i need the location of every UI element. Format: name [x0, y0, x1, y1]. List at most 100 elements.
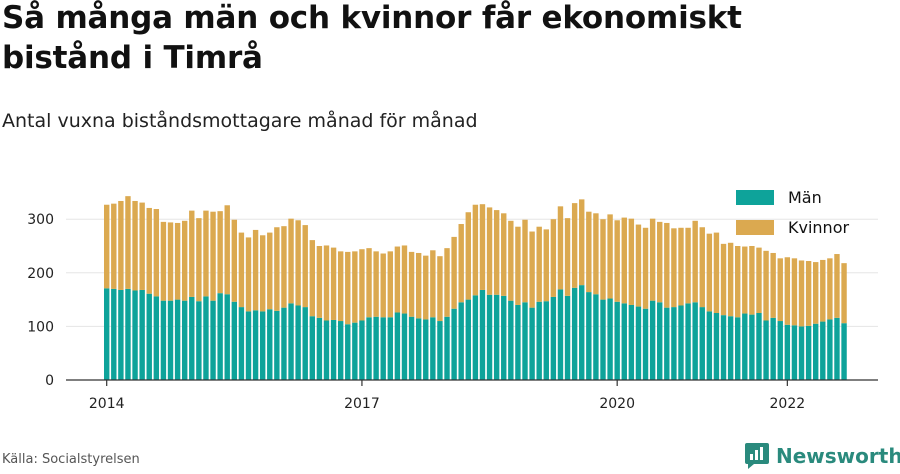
bar-men	[536, 301, 542, 380]
bar-women	[621, 217, 627, 304]
bar-women	[770, 252, 776, 318]
bar-women	[813, 262, 819, 324]
bar-women	[118, 200, 124, 290]
bar-women	[380, 253, 386, 318]
bar-women	[536, 226, 542, 302]
bar-men	[671, 307, 677, 380]
bar-men	[522, 302, 528, 380]
bar-men	[756, 313, 762, 380]
bar-women	[373, 251, 379, 317]
bar-men	[359, 320, 365, 380]
bar-women	[749, 246, 755, 315]
bar-men	[366, 317, 372, 380]
bar-women	[657, 221, 663, 303]
bar-women	[791, 258, 798, 326]
bar-women	[146, 207, 152, 294]
bar-women	[252, 229, 259, 311]
bar-men	[791, 325, 798, 380]
bar-men	[437, 321, 443, 380]
bar-women	[259, 235, 266, 312]
bar-men	[238, 307, 245, 380]
chart-subtitle: Antal vuxna biståndsmottagare månad för …	[2, 110, 478, 132]
bar-women	[841, 263, 847, 324]
bar-women	[132, 200, 138, 291]
bar-men	[118, 289, 124, 380]
bar-women	[458, 224, 464, 303]
bar-men	[657, 302, 663, 380]
bar-men	[302, 307, 308, 380]
bar-women	[827, 258, 833, 320]
bar-women	[664, 222, 670, 308]
bar-men	[621, 303, 627, 380]
bar-men	[167, 300, 174, 380]
bar-women	[805, 261, 812, 326]
bar-women	[600, 219, 606, 300]
bar-women	[784, 257, 791, 325]
bar-women	[337, 251, 344, 322]
bar-men	[813, 323, 819, 380]
chart-title: Så många män och kvinnor får ekonomiskt …	[2, 0, 742, 76]
x-tick-label: 2020	[599, 396, 635, 412]
bar-men	[196, 301, 202, 380]
y-tick-label: 300	[27, 212, 54, 228]
bar-men	[139, 289, 145, 380]
bar-men	[493, 294, 500, 380]
bar-men	[451, 308, 457, 380]
bar-women	[352, 251, 358, 323]
bar-women	[274, 227, 280, 311]
bar-men	[763, 320, 769, 380]
bar-women	[408, 251, 415, 317]
bar-women	[607, 214, 613, 299]
bar-men	[784, 324, 791, 380]
bar-men	[579, 285, 585, 380]
bar-men	[224, 294, 230, 380]
bar-men	[125, 288, 131, 380]
bar-men	[593, 294, 599, 380]
bar-women	[543, 229, 549, 302]
bar-men	[132, 290, 138, 380]
x-tick-label: 2017	[344, 396, 380, 412]
bar-men	[564, 295, 571, 380]
bar-men	[288, 303, 294, 380]
bar-women	[174, 222, 181, 300]
axis-layer: 0 100 200 300 2014 2017 2020 2022	[27, 212, 878, 412]
grid-layer	[66, 218, 878, 327]
bar-men	[472, 295, 479, 380]
bar-men	[827, 319, 833, 380]
bar-men	[543, 301, 549, 380]
bar-men	[508, 300, 514, 380]
bar-men	[614, 301, 620, 380]
bar-men	[515, 304, 521, 380]
bar-women	[444, 248, 450, 317]
bar-women	[139, 202, 145, 290]
bar-men	[146, 293, 152, 380]
bar-men	[486, 294, 493, 380]
legend-swatch	[736, 220, 774, 235]
bar-men	[749, 314, 755, 380]
bar-men	[352, 322, 358, 380]
bar-women	[302, 225, 308, 308]
bar-women	[430, 250, 436, 318]
bar-men	[820, 321, 826, 380]
bar-women	[678, 227, 684, 306]
bar-women	[628, 218, 635, 305]
y-tick-label: 100	[27, 319, 54, 335]
bar-men	[742, 313, 748, 380]
bar-women	[735, 246, 741, 318]
bar-men	[635, 306, 642, 380]
bar-men	[770, 317, 776, 380]
bar-men	[777, 321, 783, 380]
bar-layer	[104, 196, 847, 380]
bar-women	[245, 237, 252, 312]
bar-women	[479, 204, 486, 290]
bar-men	[217, 293, 223, 380]
bar-men	[153, 296, 160, 380]
bar-men	[160, 300, 167, 380]
bar-women	[798, 260, 805, 327]
bar-women	[571, 203, 578, 288]
bar-men	[174, 299, 181, 380]
bar-men	[281, 307, 287, 380]
bar-women	[366, 248, 372, 318]
brand[interactable]: Newsworthy	[744, 441, 900, 471]
bar-women	[486, 207, 493, 295]
